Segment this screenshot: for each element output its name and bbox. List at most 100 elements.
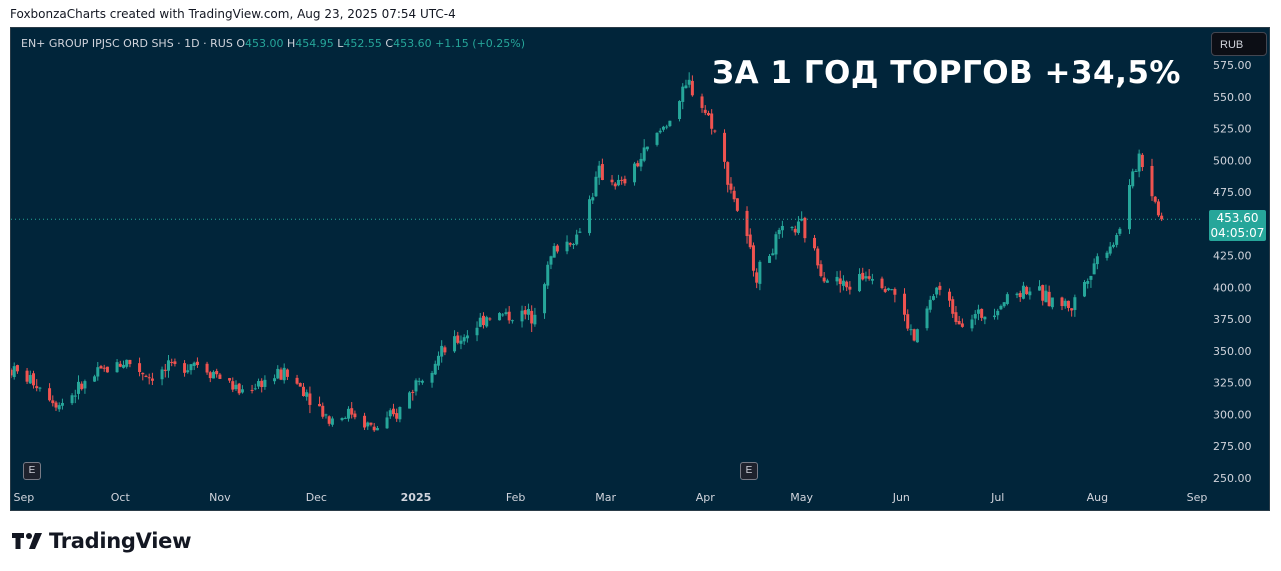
close-label: C [385, 37, 394, 50]
candle-body [774, 234, 778, 255]
candle-body [726, 162, 730, 185]
candle-body [83, 381, 87, 389]
candle-body [385, 417, 389, 429]
candle-body [915, 329, 919, 343]
candle-body [408, 392, 412, 409]
candle-body [903, 293, 907, 315]
candle-body [571, 244, 575, 246]
candle-body [706, 113, 710, 116]
candle-body [208, 372, 212, 379]
candle-body [931, 296, 935, 300]
candle-body [343, 417, 347, 419]
candle-body [330, 418, 334, 425]
candle-body [880, 278, 884, 289]
candle-body [395, 413, 399, 419]
candle-body [93, 376, 97, 382]
candle-body [1002, 302, 1006, 307]
candle-body [1028, 291, 1032, 296]
candle-body [481, 315, 485, 326]
candle-body [639, 158, 643, 167]
candle-body [1092, 263, 1096, 275]
candle-body [568, 243, 572, 245]
candle-body [658, 130, 662, 133]
candles-layer [11, 72, 1164, 432]
candle-body [31, 373, 35, 386]
candle-body [867, 276, 871, 279]
y-tick-label: 250.00 [1213, 472, 1252, 485]
candle-body [993, 315, 997, 318]
candle-body [250, 389, 254, 391]
candle-body [938, 285, 942, 290]
candle-body [105, 366, 109, 373]
candle-body [48, 388, 52, 401]
tradingview-logo[interactable]: TradingView [12, 529, 191, 553]
chart-panel[interactable]: 575.00550.00525.00500.00475.00450.00425.… [10, 27, 1270, 511]
candle-body [1160, 215, 1164, 220]
bar-countdown: 04:05:07 [1210, 226, 1265, 241]
open-label: O [236, 37, 245, 50]
candle-body [1066, 300, 1070, 308]
y-tick-label: 525.00 [1213, 123, 1252, 136]
candle-body [613, 183, 617, 187]
candle-body [228, 378, 232, 381]
candle-body [645, 146, 649, 150]
candle-body [642, 147, 646, 161]
x-tick-label: Sep [13, 491, 34, 504]
candle-body [1050, 297, 1054, 308]
candle-body [510, 320, 514, 322]
candle-body [440, 345, 444, 357]
candle-body [1025, 286, 1029, 295]
candle-body [1089, 275, 1093, 280]
candlestick-chart[interactable]: 575.00550.00525.00500.00475.00450.00425.… [11, 28, 1269, 510]
candle-body [745, 210, 749, 237]
candle-body [1150, 165, 1154, 197]
candle-body [301, 386, 305, 397]
candle-body [234, 384, 238, 390]
currency-selector-button[interactable]: RUB [1211, 32, 1267, 56]
candle-body [465, 335, 469, 339]
earnings-marker-1[interactable]: E [23, 462, 41, 480]
candle-body [375, 428, 379, 431]
symbol-name: EN+ GROUP IPJSC ORD SHS · 1D · RUS [21, 37, 233, 50]
candle-body [144, 375, 148, 378]
candle-body [790, 227, 794, 229]
candle-body [70, 395, 74, 404]
candle-body [507, 311, 511, 321]
low-label: L [337, 37, 344, 50]
y-tick-label: 325.00 [1213, 377, 1252, 390]
candle-body [700, 96, 704, 108]
candle-body [324, 414, 328, 416]
candle-body [690, 80, 694, 96]
candle-body [485, 317, 489, 327]
candle-body [240, 389, 244, 393]
candle-body [1128, 185, 1132, 230]
candle-body [417, 380, 421, 382]
candle-body [1140, 154, 1144, 168]
candle-body [751, 245, 755, 271]
candle-body [205, 363, 209, 373]
candle-body [546, 264, 550, 286]
candle-body [549, 256, 553, 265]
candle-body [138, 363, 142, 373]
candle-body [597, 165, 601, 178]
candle-body [285, 369, 289, 377]
candle-body [555, 245, 559, 252]
candle-body [398, 407, 402, 420]
candle-body [973, 314, 977, 319]
candle-body [28, 375, 32, 384]
candle-body [710, 113, 714, 129]
candle-body [822, 277, 826, 282]
candle-body [478, 317, 482, 327]
symbol-legend[interactable]: EN+ GROUP IPJSC ORD SHS · 1D · RUS O453.… [21, 37, 525, 50]
candle-body [796, 221, 800, 233]
candle-body [996, 310, 1000, 316]
candle-body [76, 381, 80, 394]
candle-body [771, 253, 775, 256]
earnings-marker-2[interactable]: E [740, 462, 758, 480]
candle-body [166, 360, 170, 371]
y-tick-label: 550.00 [1213, 91, 1252, 104]
candle-body [25, 370, 29, 382]
candle-body [1134, 170, 1138, 172]
candle-body [295, 377, 299, 384]
high-value: 454.95 [295, 37, 334, 50]
